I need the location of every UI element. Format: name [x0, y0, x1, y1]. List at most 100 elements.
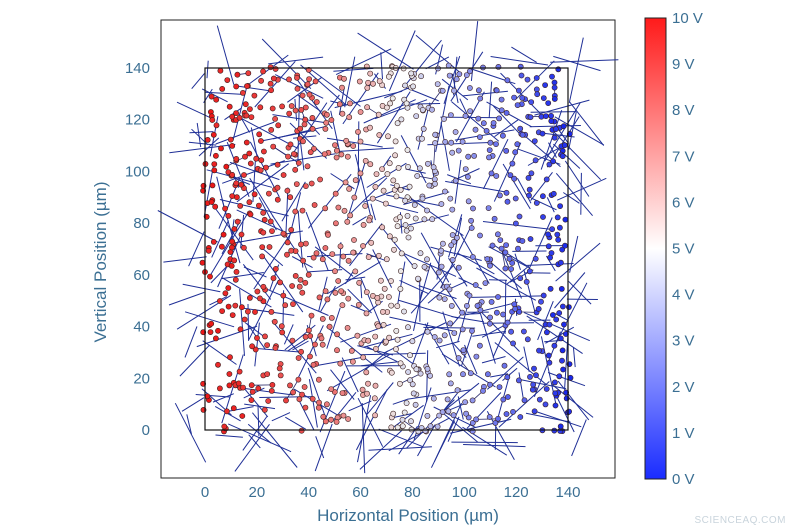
junction-node	[399, 416, 406, 423]
nanowire	[352, 216, 367, 226]
junction-node	[375, 111, 382, 118]
junction-node	[519, 238, 526, 244]
junction-node	[332, 142, 338, 148]
junction-node	[504, 394, 511, 400]
junction-node	[243, 139, 250, 146]
junction-node	[406, 183, 413, 190]
junction-node	[302, 279, 309, 286]
nanowire	[530, 111, 577, 113]
junction-node	[508, 328, 514, 335]
junction-node	[229, 113, 236, 120]
junction-node	[369, 195, 376, 202]
junction-node	[251, 191, 258, 198]
junction-node	[254, 288, 261, 295]
junction-link	[272, 146, 289, 157]
junction-node	[257, 104, 264, 111]
junction-node	[286, 110, 293, 117]
nanowire	[405, 168, 426, 174]
junction-node	[487, 139, 494, 146]
junction-node	[272, 116, 278, 122]
junction-node	[551, 96, 558, 102]
junction-node	[356, 279, 363, 286]
junction-node	[296, 396, 303, 403]
junction-node	[305, 67, 312, 73]
junction-node	[260, 209, 267, 216]
nanowire	[564, 337, 569, 390]
junction-node	[415, 275, 421, 282]
junction-node	[516, 87, 522, 94]
junction-node	[414, 173, 421, 179]
nanowire	[229, 161, 280, 181]
junction-node	[312, 78, 319, 85]
junction-node	[212, 152, 219, 159]
junction-node	[304, 163, 311, 170]
junction-node	[432, 180, 438, 187]
junction-node	[510, 340, 516, 347]
junction-node	[270, 143, 277, 150]
junction-node	[386, 334, 392, 341]
junction-node	[514, 102, 521, 108]
nanowire	[348, 177, 388, 216]
junction-node	[502, 265, 509, 272]
nanowire	[339, 147, 394, 152]
junction-node	[229, 238, 236, 245]
junction-node	[208, 320, 215, 327]
junction-node	[496, 192, 503, 199]
nanowire	[464, 344, 478, 375]
junction-node	[302, 116, 309, 123]
junction-node	[486, 147, 493, 153]
nanowire	[211, 220, 229, 258]
junction-node	[499, 132, 506, 139]
nanowire	[360, 277, 383, 329]
junction-node	[372, 333, 379, 340]
junction-node	[495, 64, 502, 70]
junction-node	[302, 404, 309, 411]
junction-node	[513, 220, 519, 227]
junction-node	[319, 341, 326, 348]
nanowire	[451, 101, 500, 142]
junction-node	[211, 167, 218, 174]
junction-node	[436, 412, 443, 419]
junction-node	[223, 408, 230, 415]
nanowire	[204, 91, 241, 95]
junction-node	[360, 354, 367, 361]
junction-node	[455, 147, 462, 154]
junction-node	[561, 142, 568, 149]
x-axis-ticks: 0 20 40 60 80 100 120 140	[201, 484, 581, 501]
junction-node	[396, 380, 403, 387]
nanowire	[423, 326, 476, 329]
nanowire	[425, 56, 450, 70]
nanowire	[452, 342, 467, 358]
nanowire	[493, 105, 523, 137]
x-tick-label: 20	[249, 484, 266, 501]
nanowire	[368, 446, 432, 451]
junction-node	[468, 225, 475, 231]
junction-node	[480, 120, 487, 127]
nanowire	[268, 56, 324, 65]
junction-node	[227, 136, 234, 143]
junction-node	[448, 139, 455, 146]
junction-node	[233, 155, 240, 162]
junction-node	[322, 205, 329, 212]
nanowire	[553, 143, 581, 169]
junction-node	[557, 224, 563, 231]
junction-node	[438, 201, 445, 207]
junction-node	[301, 384, 308, 390]
junction-node	[269, 105, 276, 112]
nanowire	[516, 177, 532, 204]
nanowire	[523, 269, 536, 312]
junction-node	[333, 147, 340, 154]
nanowire	[517, 378, 567, 390]
junction-node	[237, 326, 244, 333]
junction-node	[365, 337, 372, 344]
junction-node	[452, 129, 459, 135]
junction-node	[521, 328, 527, 335]
junction-node	[551, 342, 558, 349]
junction-node	[241, 316, 248, 323]
junction-node	[328, 416, 334, 423]
junction-node	[439, 87, 446, 94]
nanowire	[181, 397, 205, 412]
junction-node	[256, 131, 263, 138]
junction-node	[328, 117, 335, 123]
nanowire	[307, 367, 328, 423]
